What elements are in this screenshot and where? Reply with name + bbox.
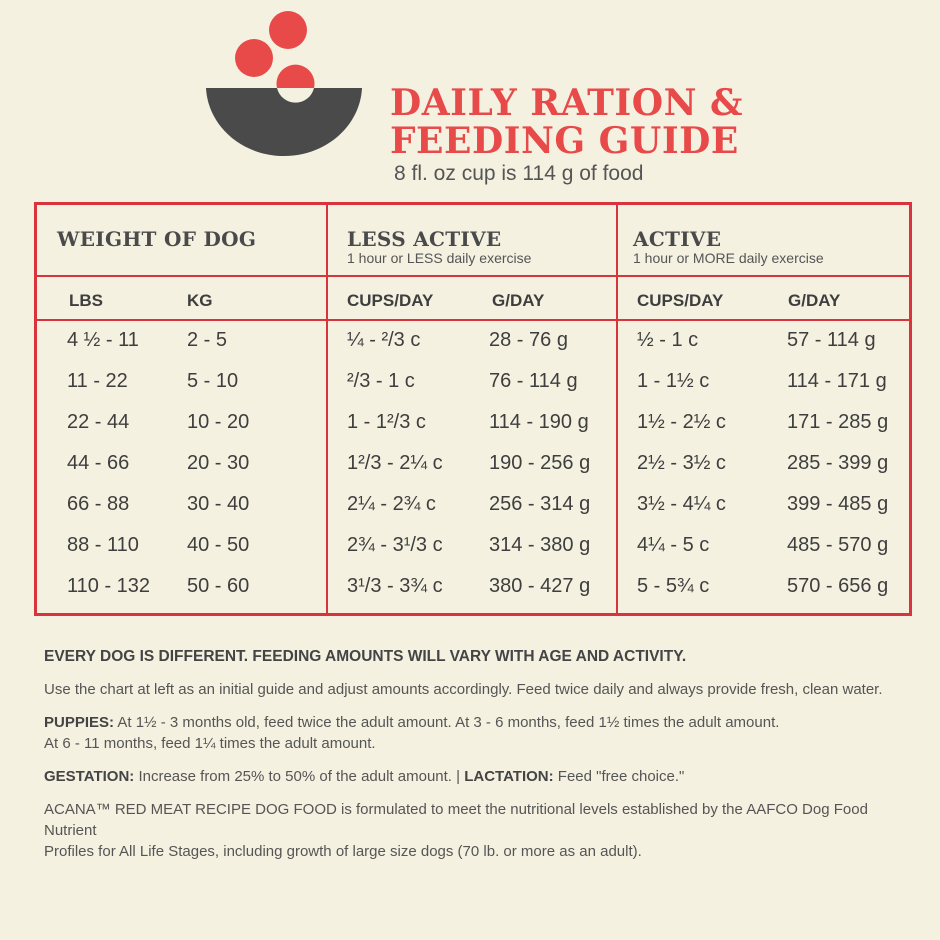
table-cell: 50 - 60 bbox=[187, 575, 250, 597]
notes-acana-1: ACANA™ RED MEAT RECIPE DOG FOOD is formu… bbox=[44, 801, 868, 839]
table-cell: 114 - 171 g bbox=[787, 370, 887, 392]
feeding-table: WEIGHT OF DOG LESS ACTIVE 1 hour or LESS… bbox=[34, 202, 912, 616]
table-cell: 66 - 88 bbox=[67, 493, 130, 515]
column-header-g-less: G/DAY bbox=[492, 291, 545, 310]
notes-intro: Use the chart at left as an initial guid… bbox=[44, 681, 883, 698]
row-divider bbox=[37, 275, 909, 277]
group-header-less-active: LESS ACTIVE bbox=[347, 227, 502, 251]
table-cell: 28 - 76 g bbox=[489, 329, 568, 351]
table-cell: 44 - 66 bbox=[67, 452, 130, 474]
gestation-text: Increase from 25% to 50% of the adult am… bbox=[134, 768, 465, 785]
table-cell: 5 - 10 bbox=[187, 370, 239, 392]
table-cell: 380 - 427 g bbox=[489, 575, 591, 597]
table-cell: 485 - 570 g bbox=[787, 534, 889, 556]
table-cell: 1²/3 - 2¼ c bbox=[347, 452, 443, 474]
table-cell: 88 - 110 bbox=[67, 534, 139, 556]
table-cell: 190 - 256 g bbox=[489, 452, 591, 474]
column-header-kg: KG bbox=[187, 291, 213, 310]
subtitle: 8 fl. oz cup is 114 g of food bbox=[394, 162, 644, 185]
table-cell: 1 - 1½ c bbox=[637, 370, 710, 392]
table-cell: 4 ½ - 11 bbox=[67, 329, 139, 351]
food-ball-icon bbox=[276, 64, 315, 88]
lactation-label: LACTATION: bbox=[464, 768, 554, 785]
column-header-lbs: LBS bbox=[69, 291, 103, 310]
table-cell: 314 - 380 g bbox=[489, 534, 591, 556]
title-line-1: DAILY RATION & bbox=[390, 82, 744, 124]
column-divider bbox=[326, 205, 328, 613]
notes-lead: EVERY DOG IS DIFFERENT. FEEDING AMOUNTS … bbox=[44, 648, 687, 665]
table-cell: ²/3 - 1 c bbox=[347, 370, 415, 392]
puppies-label: PUPPIES: bbox=[44, 714, 115, 731]
table-cell: 1 - 1²/3 c bbox=[347, 411, 426, 433]
table-cell: 1½ - 2½ c bbox=[637, 411, 726, 433]
column-header-cups-active: CUPS/DAY bbox=[637, 291, 724, 310]
table-cell: 57 - 114 g bbox=[787, 329, 876, 351]
group-header-weight: WEIGHT OF DOG bbox=[57, 227, 257, 251]
column-header-g-active: G/DAY bbox=[788, 291, 841, 310]
table-cell: 2¼ - 2¾ c bbox=[347, 493, 436, 515]
group-header-active: ACTIVE bbox=[633, 227, 722, 251]
bowl-icon bbox=[206, 88, 362, 156]
table-cell: 171 - 285 g bbox=[787, 411, 889, 433]
column-header-cups-less: CUPS/DAY bbox=[347, 291, 434, 310]
notes-acana-2: Profiles for All Life Stages, including … bbox=[44, 843, 642, 860]
table-cell: 40 - 50 bbox=[187, 534, 250, 556]
title-line-2: FEEDING GUIDE bbox=[390, 120, 739, 162]
column-divider bbox=[616, 205, 618, 613]
group-subheader-less-active: 1 hour or LESS daily exercise bbox=[347, 250, 532, 266]
row-divider bbox=[37, 319, 909, 321]
table-cell: 570 - 656 g bbox=[787, 575, 889, 597]
table-cell: ½ - 1 c bbox=[637, 329, 699, 351]
table-cell: 2¾ - 3¹/3 c bbox=[347, 534, 443, 556]
table-cell: 4¼ - 5 c bbox=[637, 534, 710, 556]
notes-puppies: PUPPIES: At 1½ - 3 months old, feed twic… bbox=[44, 712, 914, 733]
table-cell: 110 - 132 bbox=[67, 575, 151, 597]
food-bowl-logo bbox=[206, 11, 362, 156]
food-ball-icon bbox=[235, 39, 273, 77]
notes-gestation: GESTATION: Increase from 25% to 50% of t… bbox=[44, 766, 914, 787]
table-cell: 3¹/3 - 3¾ c bbox=[347, 575, 443, 597]
group-subheader-active: 1 hour or MORE daily exercise bbox=[633, 250, 824, 266]
table-cell: 2 - 5 bbox=[187, 329, 228, 351]
lactation-text: Feed "free choice." bbox=[553, 768, 685, 785]
table-cell: 20 - 30 bbox=[187, 452, 250, 474]
table-cell: 3½ - 4¼ c bbox=[637, 493, 726, 515]
table-cell: 114 - 190 g bbox=[489, 411, 589, 433]
page-title: DAILY RATION & FEEDING GUIDE bbox=[390, 84, 743, 160]
gestation-label: GESTATION: bbox=[44, 768, 135, 785]
table-cell: 10 - 20 bbox=[187, 411, 250, 433]
notes-puppies-2: At 6 - 11 months, feed 1¼ times the adul… bbox=[44, 735, 376, 752]
table-cell: 2½ - 3½ c bbox=[637, 452, 726, 474]
table-cell: 30 - 40 bbox=[187, 493, 250, 515]
food-ball-icon bbox=[269, 11, 307, 49]
table-cell: 285 - 399 g bbox=[787, 452, 889, 474]
table-cell: 399 - 485 g bbox=[787, 493, 889, 515]
table-cell: 11 - 22 bbox=[67, 370, 128, 392]
table-cell: 76 - 114 g bbox=[489, 370, 578, 392]
table-cell: 22 - 44 bbox=[67, 411, 130, 433]
table-cell: 256 - 314 g bbox=[489, 493, 591, 515]
table-cell: 5 - 5¾ c bbox=[637, 575, 710, 597]
puppies-text: At 1½ - 3 months old, feed twice the adu… bbox=[114, 714, 780, 731]
feeding-notes: EVERY DOG IS DIFFERENT. FEEDING AMOUNTS … bbox=[44, 646, 914, 862]
table-cell: ¼ - ²/3 c bbox=[347, 329, 421, 351]
